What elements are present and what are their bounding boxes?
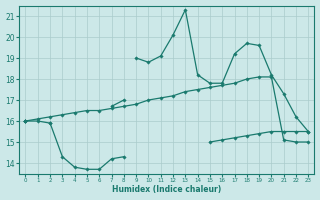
X-axis label: Humidex (Indice chaleur): Humidex (Indice chaleur) bbox=[112, 185, 221, 194]
